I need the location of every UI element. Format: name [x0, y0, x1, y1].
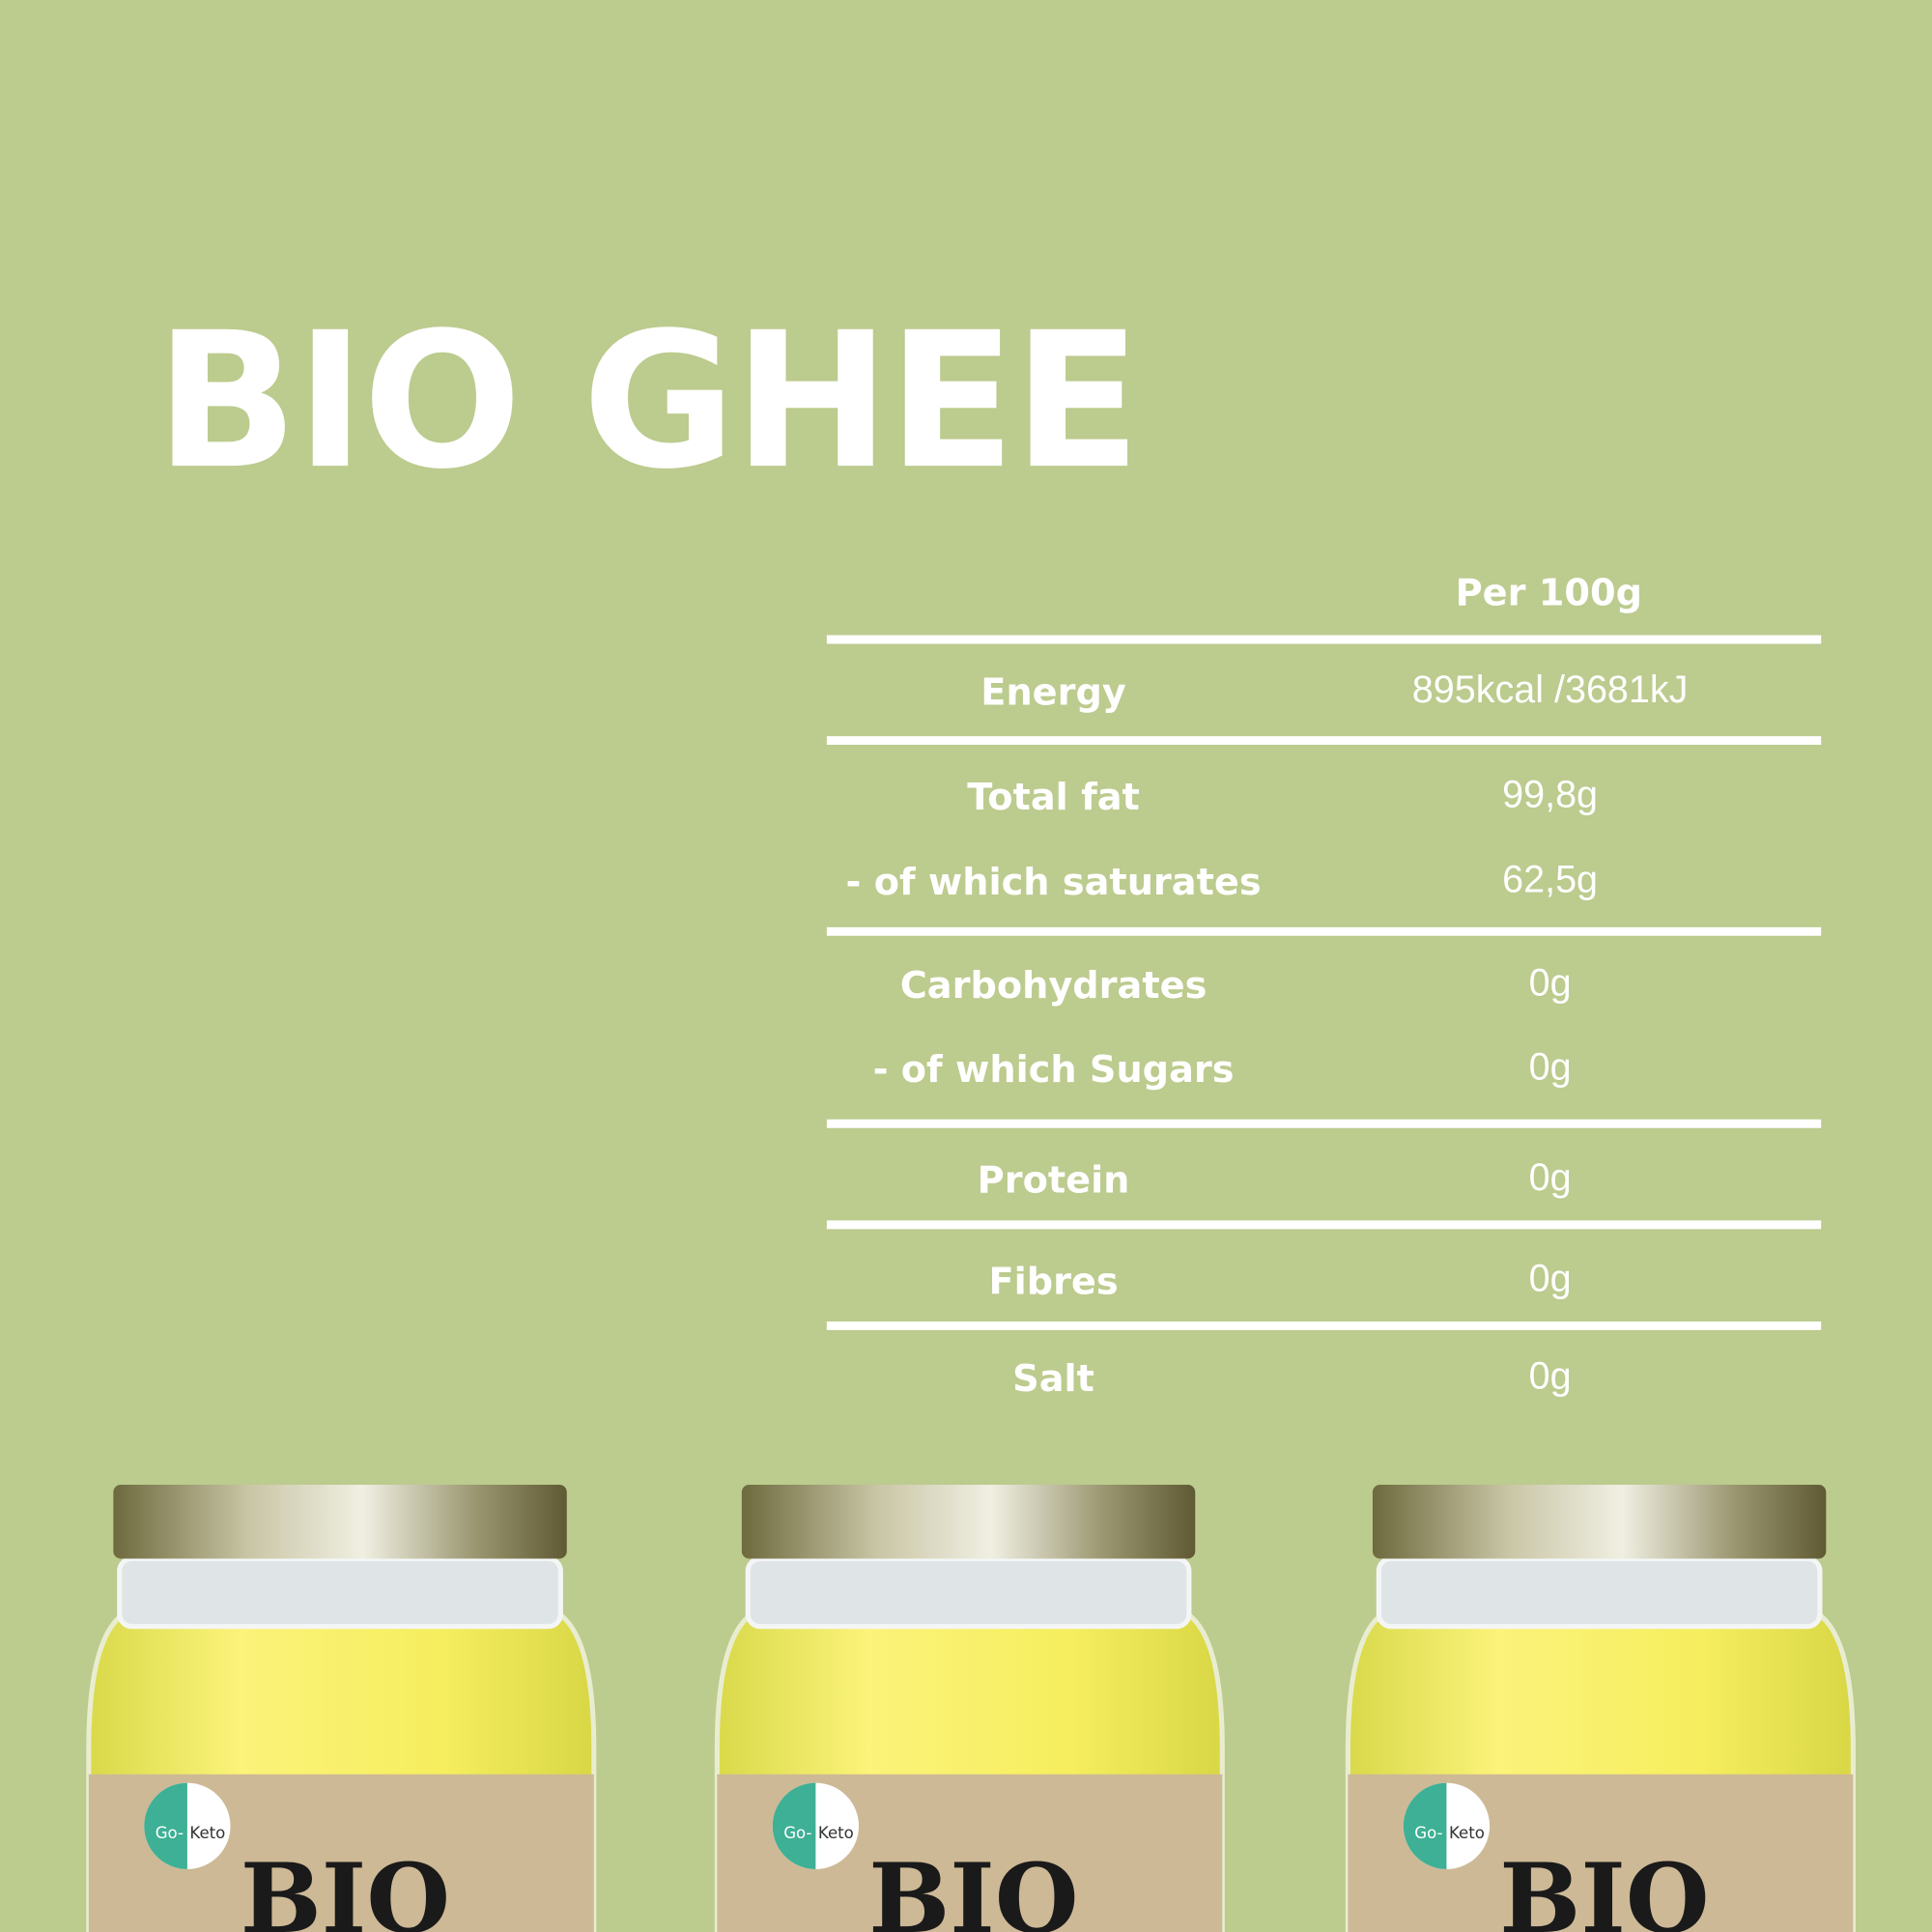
jar-neck [745, 1555, 1192, 1630]
title: BIO GHEE [156, 292, 1139, 510]
row-label: - of which saturates [846, 861, 1262, 904]
product-name: BIO [868, 1843, 1078, 1932]
jar-neck [1376, 1555, 1823, 1630]
logo-prefix: Go- [783, 1824, 811, 1842]
table-lines [826, 635, 1822, 1330]
logo-half [144, 1782, 187, 1869]
row-label: Energy [980, 671, 1126, 715]
row-label: Total fat [967, 776, 1140, 819]
row-label: Salt [1012, 1357, 1094, 1401]
logo-brand: Keto [189, 1824, 225, 1842]
jar-lid [1372, 1484, 1827, 1559]
logo-prefix: Go- [1414, 1824, 1442, 1842]
jar-lid [741, 1484, 1196, 1559]
row-value: 99,8g [1502, 773, 1598, 815]
jar: Go- Keto BIO [714, 1484, 1225, 1932]
row-value: 0g [1529, 1354, 1572, 1397]
jar: Go- Keto BIO [86, 1484, 597, 1932]
row-value: 62,5g [1502, 858, 1598, 900]
row-value: 0g [1529, 962, 1572, 1005]
logo-half [1403, 1782, 1447, 1869]
row-value: 0g [1529, 1045, 1572, 1088]
jar-neck [117, 1555, 563, 1630]
product-name: BIO [241, 1843, 450, 1932]
row-label: - of which Sugars [873, 1048, 1235, 1092]
logo-prefix: Go- [156, 1824, 184, 1842]
logo-brand: Keto [1449, 1824, 1485, 1842]
jar: Go- Keto BIO [1345, 1484, 1856, 1932]
table-header: Per 100g [1456, 571, 1642, 614]
row-label: Fibres [988, 1260, 1118, 1303]
row-label: Carbohydrates [900, 964, 1208, 1008]
logo-half [772, 1782, 816, 1869]
row-value: 0g [1529, 1258, 1572, 1300]
jar-lid [113, 1484, 567, 1559]
product-name: BIO [1499, 1843, 1709, 1932]
logo-brand: Keto [818, 1824, 854, 1842]
row-value: 0g [1529, 1156, 1572, 1199]
row-value: 895kcal /3681kJ [1412, 668, 1689, 711]
row-label: Protein [978, 1159, 1130, 1203]
